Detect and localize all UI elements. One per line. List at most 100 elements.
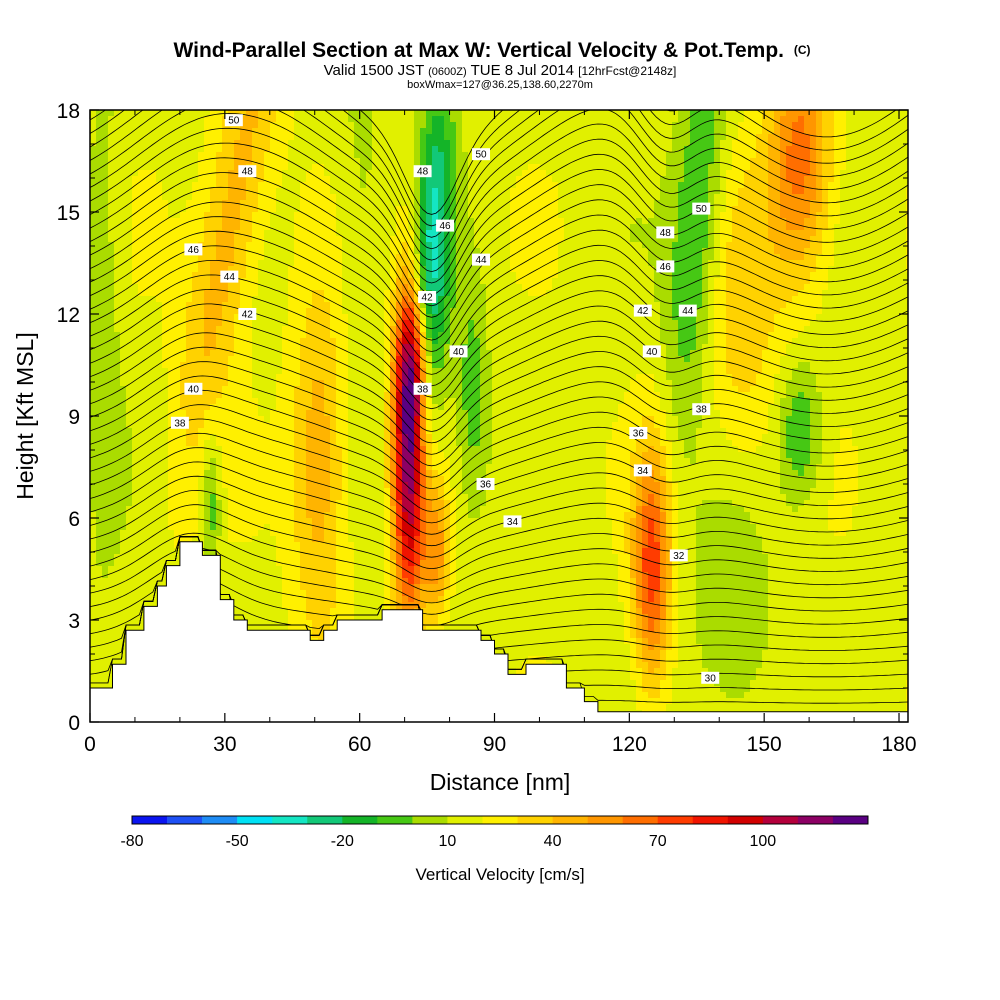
velocity-cell bbox=[618, 218, 625, 225]
velocity-cell bbox=[678, 278, 685, 285]
velocity-cell bbox=[750, 206, 757, 213]
velocity-cell bbox=[384, 320, 391, 327]
velocity-cell bbox=[750, 122, 757, 129]
velocity-cell bbox=[222, 314, 229, 321]
velocity-cell bbox=[864, 152, 871, 159]
velocity-cell bbox=[606, 230, 613, 237]
velocity-cell bbox=[276, 122, 283, 129]
velocity-cell bbox=[138, 224, 145, 231]
velocity-cell bbox=[168, 314, 175, 321]
velocity-cell bbox=[498, 170, 505, 177]
velocity-cell bbox=[798, 320, 805, 327]
velocity-cell bbox=[648, 212, 655, 219]
velocity-cell bbox=[474, 182, 481, 189]
velocity-cell bbox=[264, 116, 271, 123]
velocity-cell bbox=[870, 320, 877, 327]
velocity-cell bbox=[336, 320, 343, 327]
velocity-cell bbox=[132, 218, 139, 225]
velocity-cell bbox=[720, 218, 727, 225]
velocity-cell bbox=[378, 188, 385, 195]
velocity-cell bbox=[486, 140, 493, 147]
velocity-cell bbox=[900, 194, 907, 201]
velocity-cell bbox=[606, 254, 613, 261]
velocity-cell bbox=[198, 140, 205, 147]
velocity-cell bbox=[516, 170, 523, 177]
velocity-cell bbox=[120, 230, 127, 237]
velocity-cell bbox=[804, 182, 811, 189]
velocity-cell bbox=[414, 176, 421, 183]
velocity-cell bbox=[840, 176, 847, 183]
velocity-cell bbox=[534, 272, 541, 279]
velocity-cell bbox=[864, 278, 871, 285]
velocity-cell bbox=[618, 170, 625, 177]
velocity-cell bbox=[306, 152, 313, 159]
velocity-cell bbox=[108, 176, 115, 183]
velocity-cell bbox=[714, 290, 721, 297]
velocity-cell bbox=[618, 140, 625, 147]
velocity-cell bbox=[708, 308, 715, 315]
velocity-cell bbox=[672, 194, 679, 201]
velocity-cell bbox=[288, 272, 295, 279]
velocity-cell bbox=[894, 236, 901, 243]
velocity-cell bbox=[564, 110, 571, 117]
velocity-cell bbox=[312, 134, 319, 141]
velocity-cell bbox=[630, 266, 637, 273]
velocity-cell bbox=[372, 290, 379, 297]
velocity-cell bbox=[402, 170, 409, 177]
velocity-cell bbox=[276, 200, 283, 207]
velocity-cell bbox=[396, 128, 403, 135]
velocity-cell bbox=[576, 122, 583, 129]
velocity-cell bbox=[360, 320, 367, 327]
velocity-cell bbox=[636, 158, 643, 165]
velocity-cell bbox=[498, 266, 505, 273]
velocity-cell bbox=[714, 296, 721, 303]
velocity-cell bbox=[804, 176, 811, 183]
velocity-cell bbox=[600, 254, 607, 261]
velocity-cell bbox=[846, 200, 853, 207]
velocity-cell bbox=[450, 254, 457, 261]
velocity-cell bbox=[900, 266, 907, 273]
velocity-cell bbox=[576, 284, 583, 291]
velocity-cell bbox=[582, 116, 589, 123]
velocity-cell bbox=[144, 314, 151, 321]
velocity-cell bbox=[564, 272, 571, 279]
velocity-cell bbox=[90, 110, 97, 117]
velocity-cell bbox=[234, 170, 241, 177]
velocity-cell bbox=[492, 284, 499, 291]
velocity-cell bbox=[714, 164, 721, 171]
velocity-cell bbox=[522, 248, 529, 255]
velocity-cell bbox=[798, 206, 805, 213]
velocity-cell bbox=[618, 290, 625, 297]
velocity-cell bbox=[354, 200, 361, 207]
velocity-cell bbox=[552, 200, 559, 207]
velocity-cell bbox=[372, 260, 379, 267]
velocity-cell bbox=[444, 194, 451, 201]
velocity-cell bbox=[246, 152, 253, 159]
velocity-cell bbox=[192, 284, 199, 291]
velocity-cell bbox=[774, 176, 781, 183]
velocity-cell bbox=[462, 134, 469, 141]
velocity-cell bbox=[612, 164, 619, 171]
velocity-cell bbox=[726, 110, 733, 117]
velocity-cell bbox=[300, 314, 307, 321]
velocity-cell bbox=[684, 176, 691, 183]
velocity-cell bbox=[258, 302, 265, 309]
velocity-cell bbox=[264, 140, 271, 147]
velocity-cell bbox=[876, 284, 883, 291]
velocity-cell bbox=[390, 116, 397, 123]
velocity-cell bbox=[354, 236, 361, 243]
velocity-cell bbox=[858, 224, 865, 231]
velocity-cell bbox=[270, 122, 277, 129]
velocity-cell bbox=[348, 188, 355, 195]
velocity-cell bbox=[198, 314, 205, 321]
velocity-cell bbox=[744, 110, 751, 117]
velocity-cell bbox=[762, 170, 769, 177]
velocity-cell bbox=[738, 260, 745, 267]
velocity-cell bbox=[504, 308, 511, 315]
velocity-cell bbox=[150, 116, 157, 123]
velocity-cell bbox=[468, 284, 475, 291]
velocity-cell bbox=[234, 212, 241, 219]
velocity-cell bbox=[246, 182, 253, 189]
velocity-cell bbox=[678, 146, 685, 153]
velocity-cell bbox=[774, 248, 781, 255]
